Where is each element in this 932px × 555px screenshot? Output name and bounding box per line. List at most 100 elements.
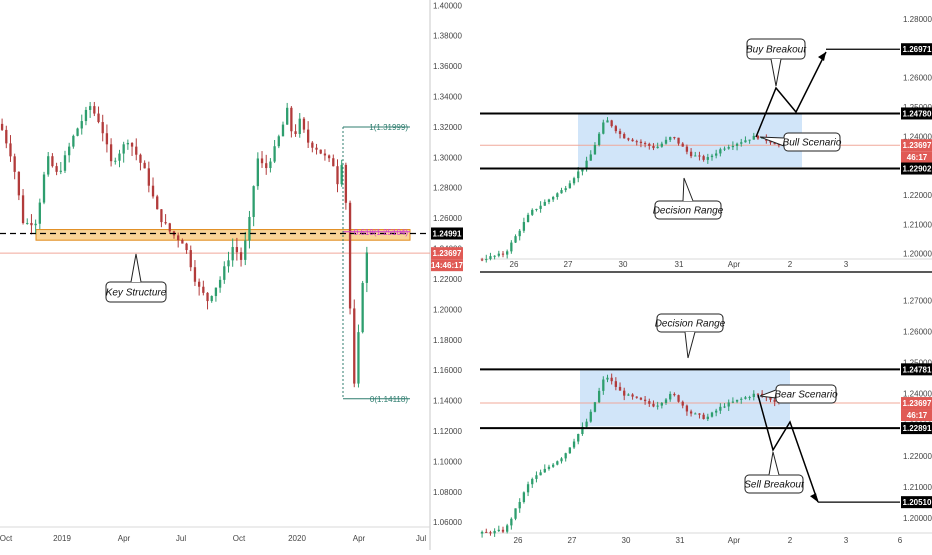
candle-body (656, 405, 659, 407)
candle-body (748, 397, 751, 399)
price-label: 1.23697 (433, 249, 462, 258)
candle-body (631, 394, 634, 397)
candle-body (756, 393, 760, 395)
callout-text: Bull Scenario (783, 138, 842, 149)
candle-body (156, 196, 159, 210)
y-tick-label: 1.27000 (903, 296, 932, 305)
y-tick-label: 1.10000 (433, 457, 462, 466)
candle-body (681, 143, 684, 147)
candle-body (715, 153, 718, 156)
candle-body (740, 142, 743, 144)
candle-body (727, 402, 730, 407)
y-tick-label: 1.14000 (433, 397, 462, 406)
candle-body (489, 532, 492, 534)
candle-body (130, 142, 134, 147)
y-tick-label: 1.25000 (903, 359, 932, 368)
candle-body (560, 190, 563, 194)
candle-body (660, 143, 663, 147)
candle-body (332, 158, 335, 167)
candle-body (353, 308, 356, 384)
candle-body (602, 122, 605, 134)
candle-body (702, 156, 705, 160)
price-label-box (901, 409, 932, 422)
y-tick-label: 1.28000 (903, 15, 932, 24)
candle-body (564, 453, 567, 459)
callout: Decision Range (655, 313, 726, 359)
callout-tail (682, 177, 694, 202)
decision-range-box (580, 370, 790, 427)
y-tick-label: 1.08000 (433, 488, 462, 497)
candle-body (101, 122, 104, 134)
candle-body (290, 107, 293, 132)
y-tick-label: 1.38000 (433, 32, 462, 41)
candle-body (698, 413, 701, 415)
candle-body (9, 143, 12, 157)
candle-body (727, 147, 730, 149)
y-tick-label: 1.26000 (433, 214, 462, 223)
candle-body (227, 260, 230, 267)
candle-body (202, 286, 205, 293)
price-label-box (901, 422, 932, 435)
candle-body (286, 107, 289, 125)
candle-body (294, 131, 297, 135)
candle-body (535, 475, 538, 479)
candle-body (34, 223, 37, 226)
candle-body (105, 133, 109, 145)
candle-body (88, 106, 92, 110)
candle-body (643, 399, 647, 402)
x-tick-label: 3 (844, 536, 849, 545)
price-label-box (431, 247, 463, 260)
price-label: 1.24991 (433, 229, 462, 238)
candle-body (698, 155, 701, 157)
candle-body (664, 139, 668, 144)
candle-body (260, 158, 264, 164)
candle-body (656, 146, 659, 149)
candle-body (635, 396, 638, 398)
candle-body (706, 416, 709, 420)
x-tick-label: Oct (0, 534, 13, 543)
arrow-head (818, 52, 826, 61)
candle-body (769, 397, 772, 400)
bull-projection (755, 51, 827, 138)
price-label: 1.26971 (903, 45, 932, 54)
candle-body (118, 153, 121, 161)
callout-tail (130, 253, 142, 283)
price-label-box (431, 227, 463, 240)
candle-body (522, 492, 526, 502)
candle-body (114, 160, 117, 162)
fib-level-label: 1(1.31999) (369, 123, 408, 132)
candle-body (694, 413, 697, 415)
candle-body (168, 223, 171, 232)
candle-body (51, 156, 54, 167)
candle-body (664, 399, 668, 403)
candle-body (239, 252, 243, 260)
candle-body (597, 390, 601, 403)
callout: Key Structure (105, 253, 167, 303)
candle-body (273, 146, 276, 162)
candle-body (689, 151, 693, 157)
candle-body (244, 240, 247, 260)
candle-body (298, 118, 301, 135)
candle-body (610, 377, 613, 382)
candle-body (769, 140, 772, 143)
candle-body (735, 143, 739, 146)
candle-body (302, 118, 306, 130)
candle-body (151, 185, 155, 197)
candle-body (694, 155, 697, 157)
candle-body (30, 222, 33, 226)
candle-body (122, 144, 125, 154)
candle-body (685, 146, 689, 152)
candle-body (723, 406, 726, 408)
candle-body (710, 155, 714, 158)
x-tick-label: 2 (788, 536, 793, 545)
callout-text: Decision Range (653, 206, 724, 217)
candle-body (531, 209, 534, 215)
decision-range-box (578, 114, 802, 168)
y-tick-label: 1.24000 (903, 132, 932, 141)
candle-body (164, 222, 167, 224)
candle-body (177, 235, 180, 241)
candle-body (361, 282, 364, 333)
candle-body (269, 161, 272, 169)
candle-body (593, 144, 597, 155)
price-label-box (901, 107, 932, 120)
